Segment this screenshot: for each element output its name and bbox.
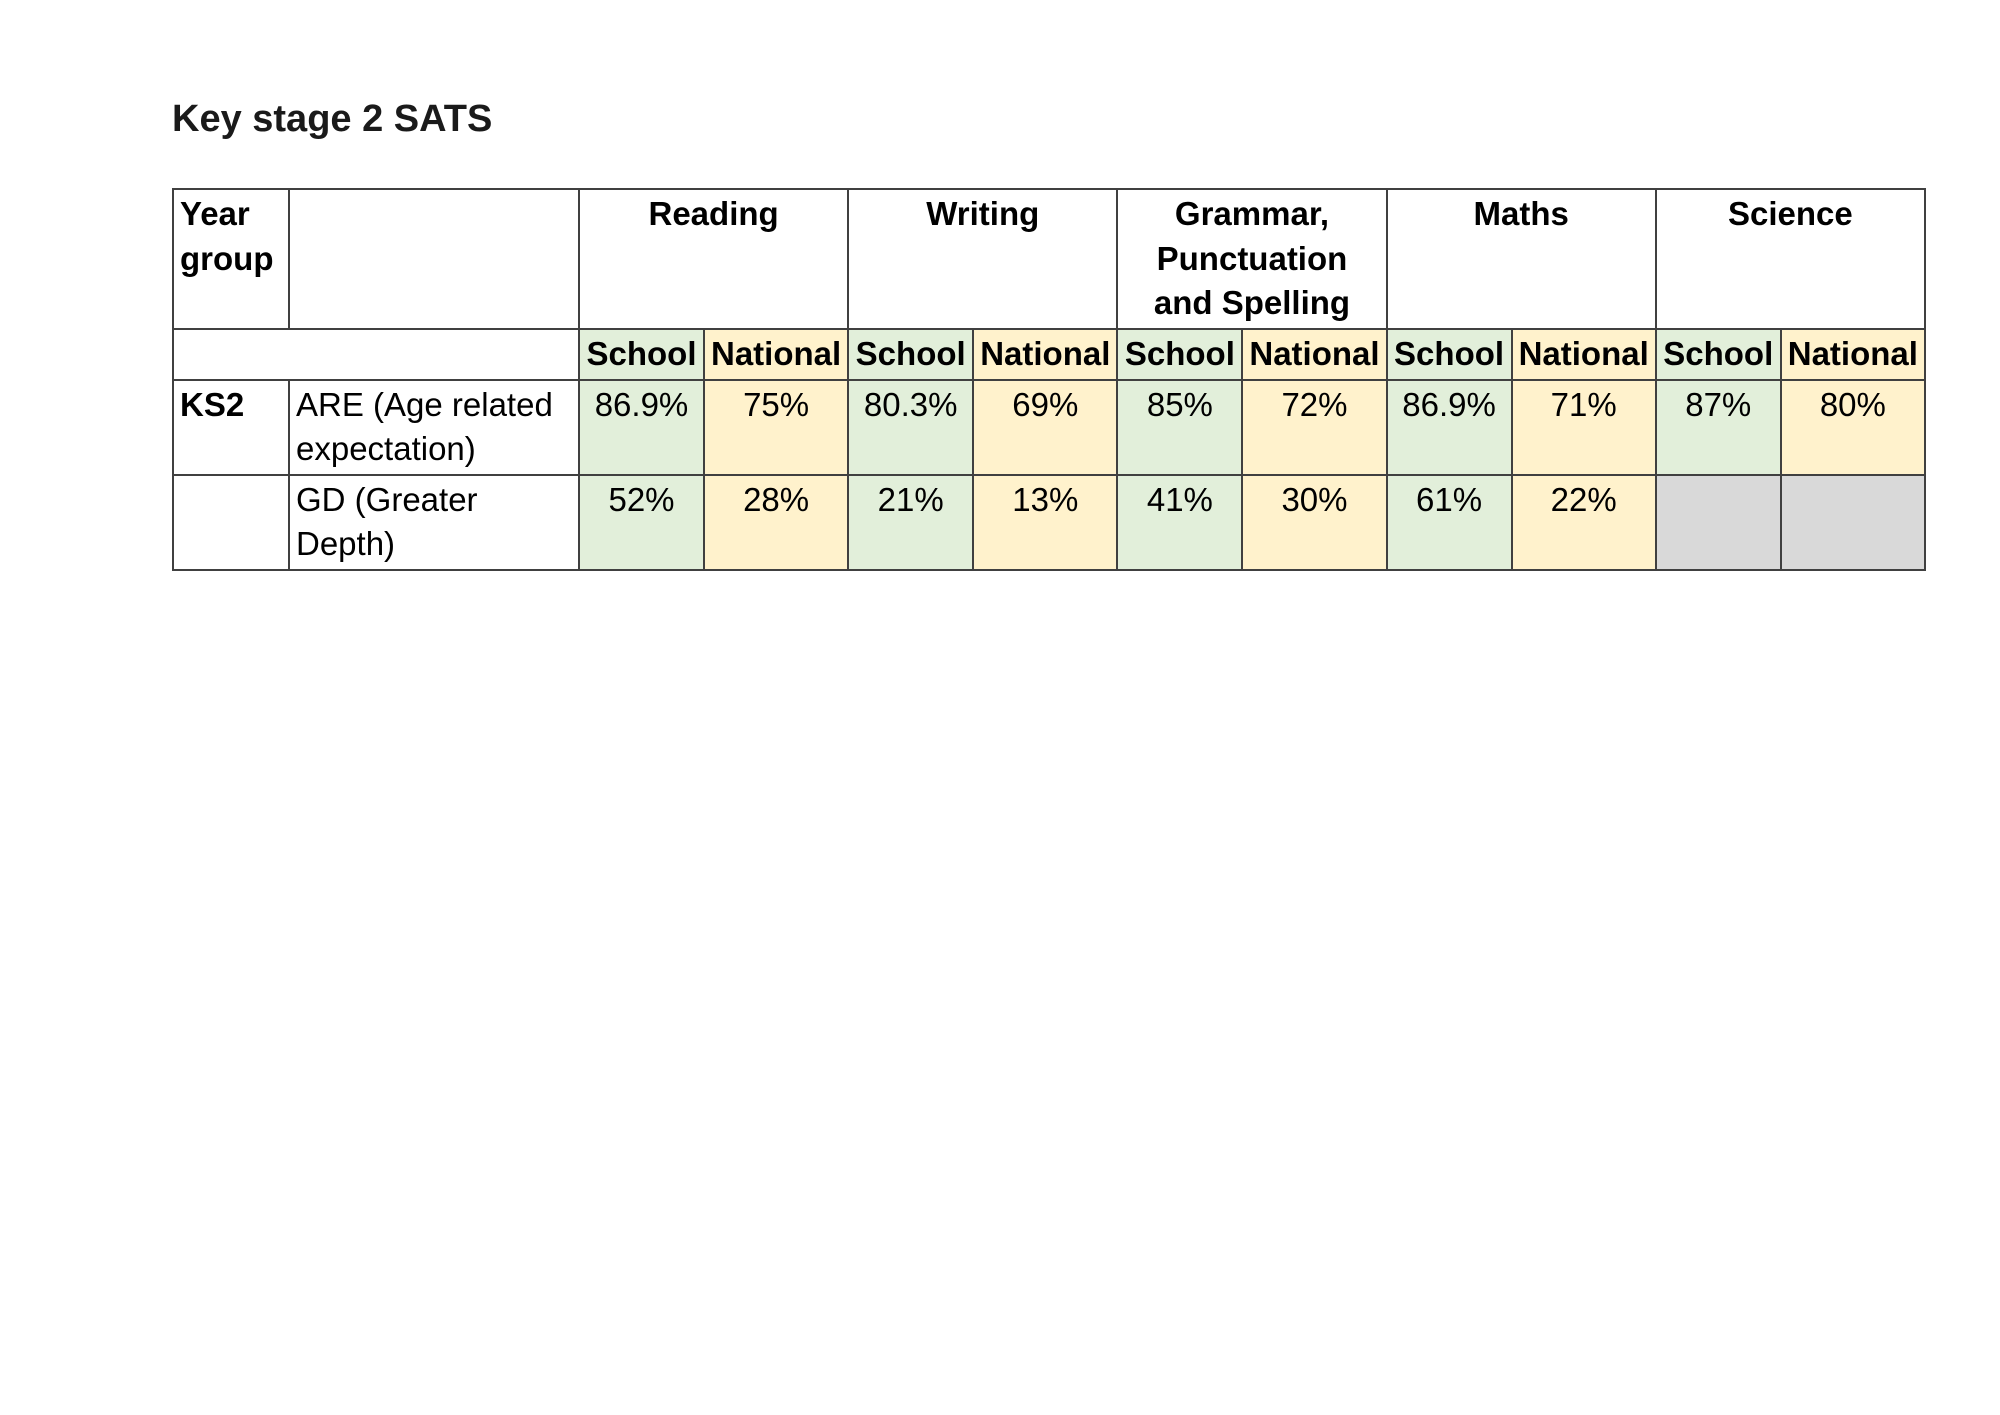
subject-header-row: Year group Reading Writing Grammar, Punc… <box>172 188 1926 330</box>
gd-grammar-school: 41% <box>1116 473 1244 571</box>
gd-data-row: GD (Greater Depth) 52% 28% 21% 13% 41% 3… <box>172 473 1926 571</box>
are-reading-school: 86.9% <box>578 378 705 476</box>
are-data-row: KS2 ARE (Age related expectation) 86.9% … <box>172 378 1926 476</box>
maths-school-header: School <box>1385 327 1513 381</box>
gd-writing-national: 13% <box>972 473 1119 571</box>
are-maths-national: 71% <box>1510 378 1657 476</box>
gd-science-school-empty <box>1654 473 1782 571</box>
are-maths-school: 86.9% <box>1385 378 1513 476</box>
subject-header-maths: Maths <box>1385 188 1657 330</box>
are-science-national: 80% <box>1779 378 1926 476</box>
reading-national-header: National <box>702 327 850 381</box>
subject-header-reading: Reading <box>577 188 850 330</box>
writing-school-header: School <box>847 327 975 381</box>
science-national-header: National <box>1779 327 1926 381</box>
gd-grammar-national: 30% <box>1241 473 1388 571</box>
gd-reading-national: 28% <box>702 473 850 571</box>
reading-school-header: School <box>578 327 705 381</box>
are-writing-school: 80.3% <box>847 378 975 476</box>
year-group-cell-empty <box>172 473 290 571</box>
year-group-header: Year group <box>172 188 290 330</box>
are-grammar-national: 72% <box>1241 378 1388 476</box>
gd-science-national-empty <box>1779 473 1926 571</box>
are-grammar-school: 85% <box>1116 378 1244 476</box>
gd-maths-school: 61% <box>1385 473 1513 571</box>
writing-national-header: National <box>972 327 1119 381</box>
grammar-school-header: School <box>1116 327 1244 381</box>
blank-header-cell <box>288 188 580 330</box>
gd-writing-school: 21% <box>847 473 975 571</box>
are-reading-national: 75% <box>702 378 850 476</box>
are-row-label: ARE (Age related expectation) <box>288 378 580 476</box>
are-writing-national: 69% <box>972 378 1119 476</box>
gd-row-label: GD (Greater Depth) <box>288 473 580 571</box>
year-group-cell: KS2 <box>172 378 290 476</box>
page-title: Key stage 2 SATS <box>172 98 493 140</box>
measure-header-row: School National School National School N… <box>172 327 1926 381</box>
sats-results-table: Year group Reading Writing Grammar, Punc… <box>172 188 1926 571</box>
science-school-header: School <box>1654 327 1782 381</box>
gd-reading-school: 52% <box>578 473 705 571</box>
subject-header-science: Science <box>1654 188 1926 330</box>
maths-national-header: National <box>1510 327 1657 381</box>
blank-measure-cell <box>172 327 580 381</box>
are-science-school: 87% <box>1654 378 1782 476</box>
grammar-national-header: National <box>1241 327 1388 381</box>
subject-header-grammar: Grammar, Punctuation and Spelling <box>1116 188 1388 330</box>
gd-maths-national: 22% <box>1510 473 1657 571</box>
subject-header-writing: Writing <box>847 188 1119 330</box>
